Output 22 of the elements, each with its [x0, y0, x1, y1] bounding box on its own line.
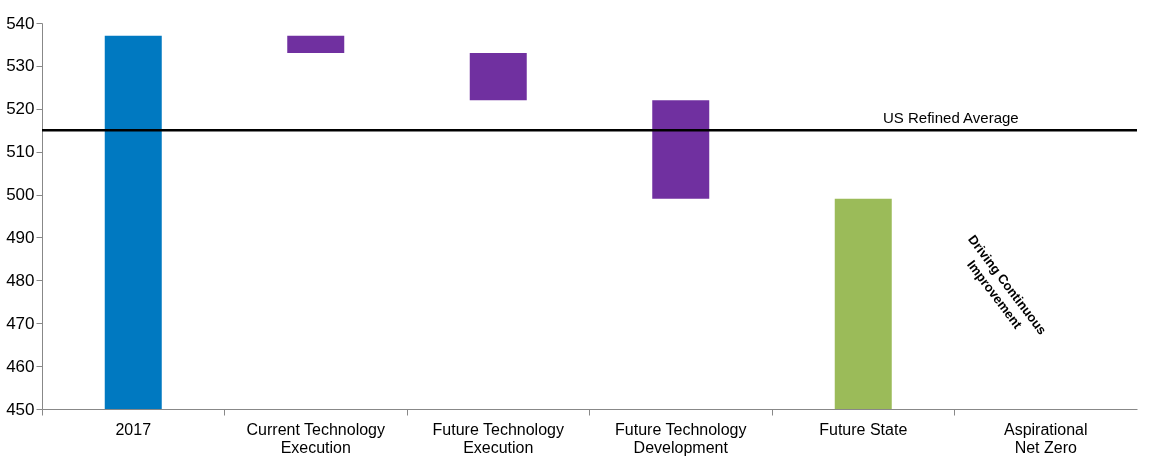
y-tick-label: 490: [6, 227, 35, 247]
bar: [469, 53, 527, 101]
y-tick-label: 510: [6, 142, 35, 162]
y-tick-label: 460: [6, 356, 35, 376]
bar: [834, 198, 892, 409]
bar: [104, 35, 162, 409]
x-tick-label: 2017: [115, 420, 152, 438]
bar: [287, 35, 345, 54]
x-tick-label: Aspirational Net Zero: [1003, 420, 1088, 456]
y-tick-label: 540: [6, 13, 35, 33]
x-tick-label: Future State: [819, 420, 908, 438]
y-tick-label: 480: [6, 270, 35, 290]
x-tick-label: Current Technology Execution: [246, 420, 385, 456]
ref-line-label: US Refined Average: [883, 109, 1019, 127]
x-tick-label: Future Technology Execution: [432, 420, 564, 456]
y-tick-label: 520: [6, 99, 35, 119]
x-tick-label: Future Technology Development: [615, 420, 747, 456]
y-tick-label: 530: [6, 56, 35, 76]
y-tick-label: 450: [6, 399, 35, 419]
bar: [652, 100, 710, 199]
y-tick-label: 470: [6, 313, 35, 333]
y-tick-label: 500: [6, 185, 35, 205]
